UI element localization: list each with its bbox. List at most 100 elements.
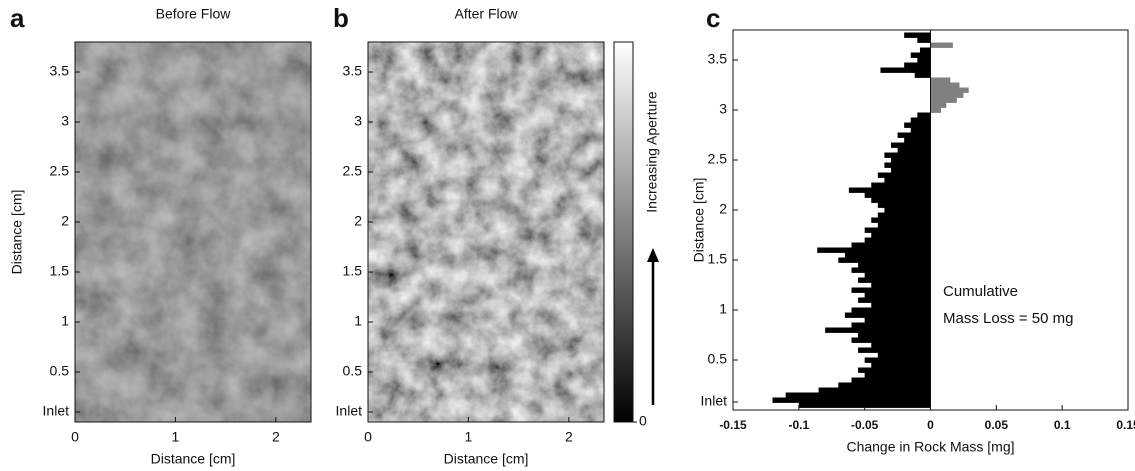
annotation: Cumulative (943, 283, 1018, 300)
colorbar (613, 41, 634, 423)
mass-bar (871, 197, 931, 203)
mass-bar (851, 377, 931, 383)
mass-bar (864, 227, 931, 233)
x-tick-label: 2 (272, 429, 280, 445)
aperture-map (368, 42, 604, 422)
mass-bar (897, 132, 931, 138)
mass-bar (864, 272, 931, 278)
y-tick-label: 1.5 (50, 263, 70, 279)
y-tick-label: 3.5 (50, 63, 70, 79)
annotation: Mass Loss = 50 mg (943, 310, 1073, 327)
y-tick-label: 1 (354, 313, 362, 329)
mass-bar (838, 382, 931, 388)
mass-bar (858, 347, 931, 353)
mass-bar (851, 287, 931, 293)
y-tick-label: 2.5 (343, 163, 363, 179)
x-axis-label: Distance [cm] (151, 451, 236, 467)
x-tick-label: 0 (364, 429, 372, 445)
y-tick-label: 2 (354, 213, 362, 229)
y-tick-label: 1 (61, 313, 69, 329)
y-tick-label: Inlet (701, 393, 728, 409)
x-tick-label: 0.05 (985, 418, 1009, 432)
mass-bar (904, 137, 931, 143)
y-tick-label: 0.5 (50, 363, 70, 379)
x-axis-label: Change in Rock Mass [mg] (846, 439, 1014, 455)
mass-bar (844, 252, 931, 258)
y-tick-label: 1.5 (708, 251, 728, 267)
x-tick-label: -0.05 (851, 418, 879, 432)
mass-bar (785, 392, 931, 398)
mass-bar (848, 187, 931, 193)
x-tick-label: 0 (71, 429, 79, 445)
panel-letter: c (706, 3, 720, 33)
mass-bar (864, 237, 931, 243)
mass-bar (884, 177, 931, 183)
x-axis-label: Distance [cm] (444, 451, 529, 467)
mass-bar (897, 147, 931, 153)
y-tick-label: 3 (354, 113, 362, 129)
mass-bar (858, 297, 931, 303)
y-tick-label: 0.5 (708, 351, 728, 367)
mass-bar (851, 267, 931, 273)
y-tick-label: 2 (61, 213, 69, 229)
mass-bar (864, 372, 931, 378)
mass-bar (858, 332, 931, 338)
mass-bar (851, 337, 931, 343)
mass-bar (858, 277, 931, 283)
mass-bar (884, 207, 931, 213)
mass-bar (917, 37, 931, 43)
mass-bar (930, 92, 964, 98)
mass-bar (910, 117, 931, 123)
mass-bar (891, 157, 931, 163)
panel-title: After Flow (454, 6, 518, 22)
mass-bar (877, 352, 931, 358)
mass-bar (891, 167, 931, 173)
mass-bar (917, 112, 931, 118)
colorbar-label: Increasing Aperture (644, 91, 660, 213)
x-tick-label: 0.15 (1116, 418, 1135, 432)
mass-bar (910, 52, 931, 58)
y-axis-label: Distance [cm] (691, 178, 707, 263)
y-tick-label: 3 (719, 101, 727, 117)
mass-bar (904, 32, 931, 38)
x-tick-label: 1 (465, 429, 473, 445)
mass-bar (851, 307, 931, 313)
aperture-map (75, 42, 311, 422)
mass-bar (871, 282, 931, 288)
y-tick-label: 1 (719, 301, 727, 317)
y-tick-label: 3 (61, 113, 69, 129)
mass-bar (880, 67, 931, 73)
y-axis-label: Distance [cm] (9, 190, 25, 275)
mass-bar (825, 327, 931, 333)
panel-title: Before Flow (156, 6, 232, 22)
mass-bar (919, 47, 931, 53)
mass-bar (891, 142, 931, 148)
mass-bar (930, 77, 951, 83)
mass-bar (930, 42, 953, 48)
mass-bar (930, 102, 947, 108)
mass-bar (871, 362, 931, 368)
mass-bar (871, 342, 931, 348)
mass-bar (884, 162, 931, 168)
mass-bar (877, 222, 931, 228)
axes-frame (74, 41, 312, 423)
y-tick-label: 2.5 (708, 151, 728, 167)
mass-bar (910, 127, 931, 133)
mass-bar (930, 97, 957, 103)
y-tick-label: Inlet (336, 403, 363, 419)
mass-bar (930, 82, 960, 88)
mass-bar (930, 87, 969, 93)
mass-bar (864, 192, 931, 198)
y-tick-label: 3.5 (708, 51, 728, 67)
mass-bar (851, 322, 931, 328)
mass-bar (877, 212, 931, 218)
y-tick-label: 0.5 (343, 363, 363, 379)
mass-bar (871, 217, 931, 223)
mass-bar (877, 202, 931, 208)
mass-bar (851, 242, 931, 248)
panel-letter: a (10, 3, 25, 33)
mass-bar (871, 232, 931, 238)
mass-bar (871, 182, 931, 188)
mass-bar (858, 262, 931, 268)
